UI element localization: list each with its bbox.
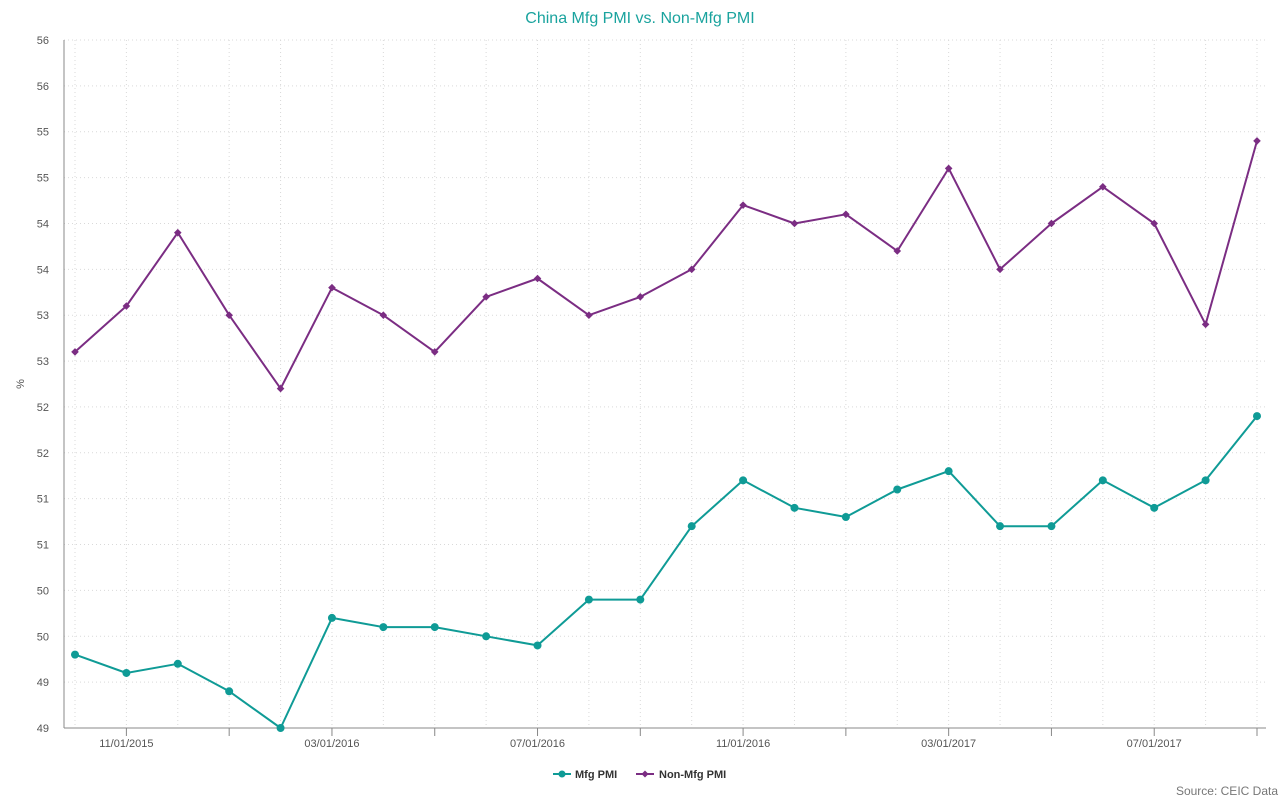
data-point-nonmfg[interactable] <box>842 210 850 219</box>
data-point-mfg[interactable] <box>893 485 902 494</box>
data-point-mfg[interactable] <box>584 595 593 604</box>
data-point-nonmfg[interactable] <box>225 311 233 319</box>
y-tick-label: 56 <box>37 81 49 93</box>
x-axis-ticks: 11/01/2015 03/01/2016 07/01/2016 11/01/2016… <box>99 728 1258 750</box>
data-point-nonmfg[interactable] <box>585 311 593 319</box>
legend-label-mfg: Mfg PMI <box>575 769 617 781</box>
x-tick-label: 03/01/2017 <box>921 738 976 750</box>
data-point-nonmfg[interactable] <box>122 302 131 310</box>
series <box>71 137 1261 732</box>
y-tick-label: 53 <box>37 356 49 368</box>
data-point-mfg[interactable] <box>533 641 542 650</box>
data-point-nonmfg[interactable] <box>1201 320 1210 329</box>
data-point-mfg[interactable] <box>1253 412 1261 421</box>
x-tick-label: 11/01/2015 <box>99 738 153 750</box>
data-point-nonmfg[interactable] <box>430 348 439 356</box>
data-point-mfg[interactable] <box>122 668 131 677</box>
data-point-mfg[interactable] <box>379 623 388 632</box>
data-point-mfg[interactable] <box>1047 522 1056 531</box>
data-point-mfg[interactable] <box>1201 476 1210 485</box>
legend: Mfg PMI Non-Mfg PMI <box>553 769 726 781</box>
y-axis-ticks: 49 49 50 50 51 51 52 52 53 53 54 54 55 55 56 56 <box>37 35 49 735</box>
legend-marker-mfg <box>558 770 566 778</box>
data-point-nonmfg[interactable] <box>893 247 902 255</box>
y-tick-label: 49 <box>37 723 49 735</box>
chart-title: China Mfg PMI vs. Non-Mfg PMI <box>525 10 754 27</box>
y-tick-label: 54 <box>37 218 49 230</box>
data-point-mfg[interactable] <box>276 724 285 732</box>
data-point-mfg[interactable] <box>790 503 799 512</box>
data-point-mfg[interactable] <box>1150 503 1159 512</box>
data-point-mfg[interactable] <box>636 595 645 604</box>
data-point-mfg[interactable] <box>173 659 182 668</box>
data-point-nonmfg[interactable] <box>1253 137 1261 145</box>
x-tick-label: 11/01/2016 <box>716 738 770 750</box>
x-tick-label: 03/01/2016 <box>304 738 359 750</box>
data-point-nonmfg[interactable] <box>379 311 388 319</box>
data-point-nonmfg[interactable] <box>533 274 542 283</box>
data-point-mfg[interactable] <box>687 522 696 531</box>
data-point-mfg[interactable] <box>739 476 748 485</box>
source-credit: Source: CEIC Data <box>1176 784 1278 798</box>
data-point-mfg[interactable] <box>482 632 491 641</box>
series-line-mfg <box>74 415 1258 729</box>
series-line-nonmfg <box>74 140 1258 390</box>
series-nonmfg <box>71 137 1261 393</box>
y-tick-label: 50 <box>37 631 49 643</box>
data-point-mfg[interactable] <box>1098 476 1107 485</box>
y-axis-label: % <box>15 379 27 389</box>
y-tick-label: 55 <box>37 127 49 139</box>
legend-item-nonmfg[interactable]: Non-Mfg PMI <box>636 769 726 781</box>
y-tick-label: 50 <box>37 585 49 597</box>
y-tick-label: 55 <box>37 173 49 185</box>
data-point-nonmfg[interactable] <box>1150 219 1159 228</box>
data-point-mfg[interactable] <box>225 687 234 696</box>
series-mfg <box>71 412 1261 732</box>
y-tick-label: 54 <box>37 264 49 276</box>
legend-marker-nonmfg <box>641 770 649 778</box>
y-tick-label: 49 <box>37 677 49 689</box>
data-point-nonmfg[interactable] <box>1047 219 1056 228</box>
data-point-nonmfg[interactable] <box>739 201 747 209</box>
grid <box>64 39 1266 728</box>
data-point-mfg[interactable] <box>430 623 439 632</box>
legend-item-mfg[interactable]: Mfg PMI <box>553 769 617 781</box>
data-point-nonmfg[interactable] <box>276 384 285 393</box>
x-tick-label: 07/01/2017 <box>1127 738 1182 750</box>
data-point-mfg[interactable] <box>71 650 79 659</box>
data-point-nonmfg[interactable] <box>173 228 182 237</box>
y-tick-label: 52 <box>37 402 49 414</box>
data-point-nonmfg[interactable] <box>636 293 645 301</box>
data-point-nonmfg[interactable] <box>482 293 490 301</box>
data-point-nonmfg[interactable] <box>1099 182 1107 191</box>
data-point-mfg[interactable] <box>996 522 1005 531</box>
y-tick-label: 53 <box>37 310 49 322</box>
data-point-nonmfg[interactable] <box>790 219 799 228</box>
data-point-nonmfg[interactable] <box>996 265 1004 274</box>
data-point-nonmfg[interactable] <box>944 164 953 173</box>
y-tick-label: 56 <box>37 35 49 47</box>
data-point-mfg[interactable] <box>944 467 953 476</box>
data-point-nonmfg[interactable] <box>687 265 696 274</box>
x-tick-label: 07/01/2016 <box>510 738 565 750</box>
data-point-nonmfg[interactable] <box>71 348 79 356</box>
y-tick-label: 52 <box>37 448 49 460</box>
data-point-nonmfg[interactable] <box>328 283 336 292</box>
data-point-mfg[interactable] <box>327 613 336 622</box>
y-tick-label: 51 <box>37 540 49 552</box>
y-tick-label: 51 <box>37 494 49 506</box>
data-point-mfg[interactable] <box>841 513 850 522</box>
legend-label-nonmfg: Non-Mfg PMI <box>659 769 726 781</box>
